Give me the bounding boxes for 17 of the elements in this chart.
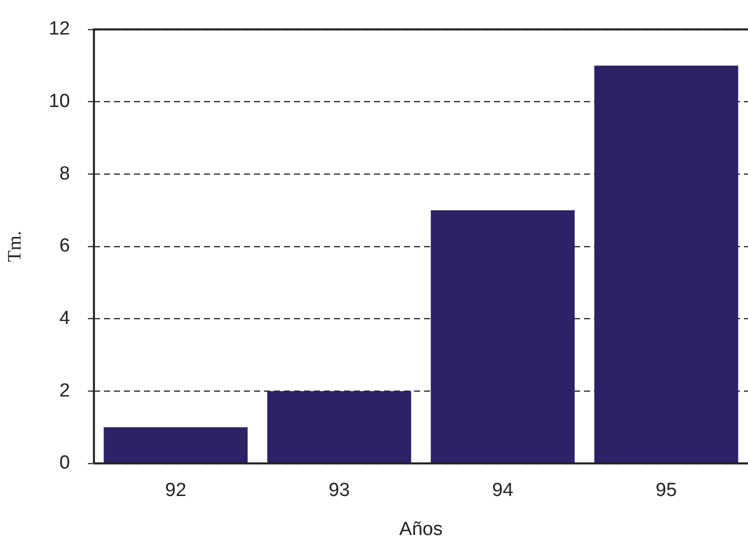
- y-tick-label: 6: [59, 236, 70, 257]
- bar: [594, 66, 738, 463]
- bar: [267, 391, 412, 463]
- y-axis-title: Tm.: [4, 230, 26, 262]
- y-tick-label: 2: [59, 380, 70, 402]
- bar: [430, 210, 575, 463]
- y-tick-label: 10: [48, 90, 70, 112]
- y-tick-label: 12: [48, 18, 70, 40]
- x-tick-label: 95: [656, 480, 677, 502]
- x-tick-label: 93: [328, 480, 350, 502]
- bar: [104, 427, 248, 463]
- x-axis-title: Años: [399, 518, 443, 540]
- y-tick-label: 0: [59, 452, 70, 474]
- y-tick-label: 4: [59, 308, 70, 329]
- y-tick-label: 8: [59, 163, 70, 184]
- x-tick-label: 94: [492, 480, 514, 502]
- x-tick-label: 92: [165, 480, 186, 502]
